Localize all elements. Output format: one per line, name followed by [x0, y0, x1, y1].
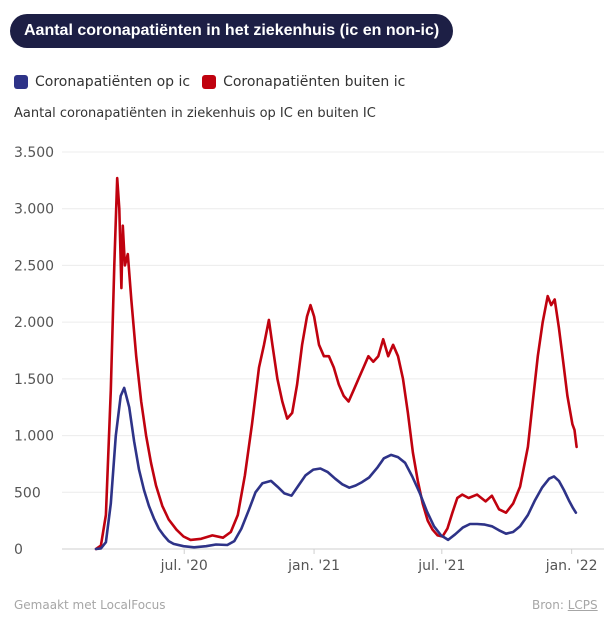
- y-tick-label: 3.000: [14, 202, 54, 218]
- legend: Coronapatiënten op ic Coronapatiënten bu…: [14, 74, 417, 90]
- chart-title: Aantal coronapatiënten in het ziekenhuis…: [10, 14, 454, 48]
- legend-label-ic: Coronapatiënten op ic: [35, 74, 191, 90]
- y-tick-label: 1.000: [14, 429, 54, 445]
- y-tick-label: 3.500: [14, 145, 54, 161]
- y-tick-label: 2.500: [14, 258, 54, 274]
- legend-item-ic[interactable]: Coronapatiënten op ic: [14, 74, 190, 90]
- y-tick-label: 500: [14, 485, 41, 501]
- series-line-ic: [94, 386, 578, 551]
- y-tick-label: 1.500: [14, 372, 54, 388]
- series-line-buiten-ic: [94, 176, 578, 551]
- footer-source: Bron: LCPS: [532, 598, 598, 612]
- x-tick-label: jan. '21: [287, 558, 340, 574]
- legend-item-buiten-ic[interactable]: Coronapatiënten buiten ic: [202, 74, 405, 90]
- legend-swatch-buiten-ic: [202, 75, 217, 89]
- legend-swatch-ic: [14, 75, 28, 89]
- y-tick-label: 0: [14, 542, 23, 558]
- legend-label-buiten-ic: Coronapatiënten buiten ic: [223, 74, 406, 90]
- x-tick-label: jan. '22: [545, 558, 598, 574]
- x-tick-label: jul. '20: [160, 558, 208, 574]
- chart-subtitle: Aantal coronapatiënten in ziekenhuis op …: [14, 106, 376, 121]
- source-link[interactable]: LCPS: [567, 598, 598, 612]
- footer-made-with[interactable]: Gemaakt met LocalFocus: [14, 598, 166, 612]
- y-tick-label: 2.000: [14, 315, 54, 331]
- x-tick-label: jul. '21: [417, 558, 465, 574]
- source-label: Bron:: [532, 598, 564, 612]
